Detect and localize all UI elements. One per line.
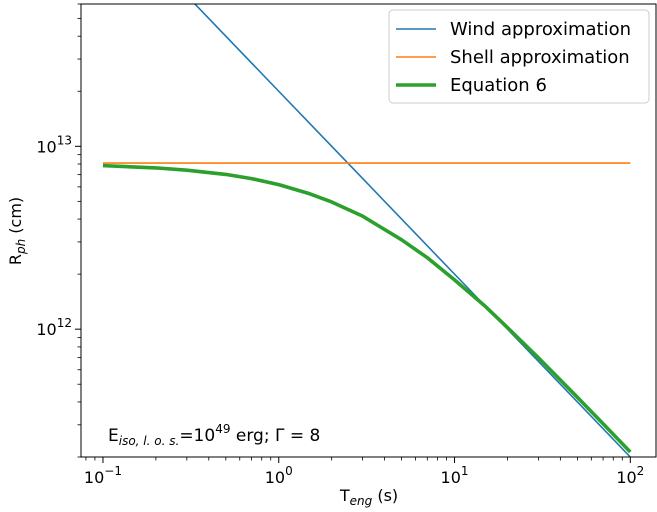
- x-tick-label: 102: [616, 464, 644, 487]
- annotation: Eiso, l. o. s.=1049 erg; Γ = 8: [108, 422, 320, 448]
- y-axis-label: Rph (cm): [6, 197, 28, 265]
- plot-frame: [80, 3, 657, 458]
- series-layer: [102, 4, 632, 457]
- legend-label: Equation 6: [450, 75, 547, 96]
- x-axis-label: Teng (s): [339, 486, 398, 508]
- legend-label: Shell approximation: [450, 47, 630, 68]
- legend-box: [388, 9, 650, 104]
- x-tick-label: 101: [441, 464, 469, 487]
- y-tick-label: 1012: [36, 316, 72, 339]
- legend: Wind approximation Shell approximation Equ…: [388, 9, 650, 104]
- ticks-layer: 10−1 100 101 102 1012 1013: [36, 3, 644, 487]
- series-line-1: [193, 4, 631, 457]
- series-line-3: [102, 163, 632, 454]
- y-tick-label: 1013: [36, 133, 72, 156]
- legend-label: Wind approximation: [450, 19, 631, 40]
- x-tick-label: 100: [265, 464, 293, 487]
- x-tick-label: 10−1: [84, 464, 122, 487]
